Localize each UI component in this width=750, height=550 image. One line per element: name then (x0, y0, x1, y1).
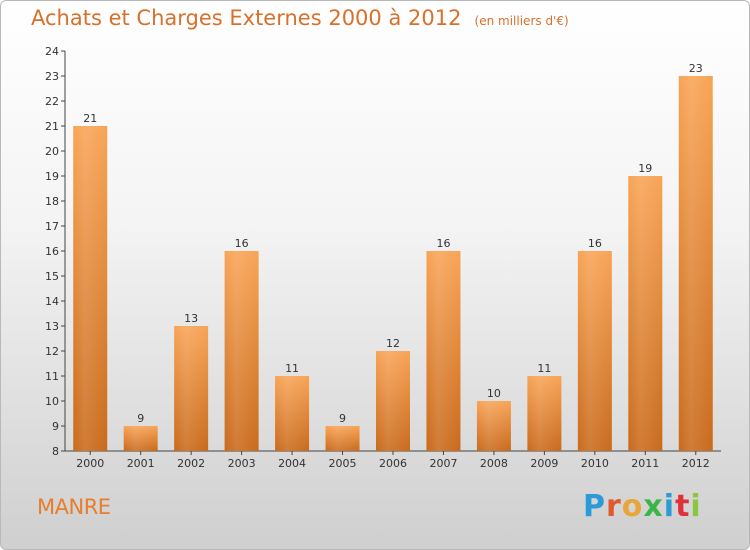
axes: 8 9 10 11 12 13 14 15 16 17 18 19 20 21 22 23 24 2000 2001… (45, 45, 721, 470)
x-tick-label: 2010 (581, 457, 609, 470)
bar-highlight (325, 426, 360, 451)
x-tick-label: 2000 (76, 457, 104, 470)
chart-subtitle: (en milliers d'€) (474, 14, 569, 28)
y-tick-label: 11 (45, 370, 59, 383)
brand-letter: o (621, 489, 644, 524)
y-tick-label: 17 (45, 220, 59, 233)
y-tick-label: 9 (52, 420, 59, 433)
brand-letter: x (643, 489, 664, 524)
bar-highlight (476, 401, 511, 451)
data-label: 11 (537, 362, 551, 375)
bar-highlight (426, 251, 461, 451)
data-label: 21 (83, 112, 97, 125)
x-tick-label: 2007 (429, 457, 457, 470)
bar-highlight (376, 351, 410, 451)
title-row: Achats et Charges Externes 2000 à 2012 (… (31, 6, 569, 30)
data-label: 10 (487, 387, 501, 400)
y-tick-label: 19 (45, 170, 59, 183)
y-tick-label: 14 (45, 295, 59, 308)
brand-letter: t (675, 489, 691, 524)
data-label: 16 (235, 237, 249, 250)
x-tick-label: 2011 (631, 457, 659, 470)
y-tick-label: 20 (45, 145, 59, 158)
bars (73, 76, 713, 451)
data-label: 9 (137, 412, 144, 425)
brand-letter: r (606, 489, 622, 524)
y-tick-label: 13 (45, 320, 59, 333)
bar-highlight (577, 251, 612, 451)
y-tick-label: 15 (45, 270, 59, 283)
y-tick-label: 22 (45, 95, 59, 108)
place-name: MANRE (37, 495, 111, 519)
chart-title: Achats et Charges Externes 2000 à 2012 (31, 6, 462, 30)
data-label: 16 (588, 237, 602, 250)
bar-highlight (275, 376, 310, 451)
y-tick-label: 21 (45, 120, 59, 133)
data-label: 12 (386, 337, 400, 350)
y-tick-label: 8 (52, 445, 59, 458)
data-label: 16 (436, 237, 450, 250)
bar-highlight (73, 126, 108, 451)
bar-highlight (123, 426, 158, 451)
y-tick-label: 16 (45, 245, 59, 258)
bar-highlight (174, 326, 209, 451)
data-label: 9 (339, 412, 346, 425)
y-tick-label: 23 (45, 70, 59, 83)
x-tick-label: 2002 (177, 457, 205, 470)
data-labels: 21 9 13 16 11 9 12 16 10 11 16 19 23 (83, 62, 703, 425)
x-tick-label: 2008 (480, 457, 508, 470)
y-tick-label: 10 (45, 395, 59, 408)
brand-letter: i (690, 489, 702, 524)
brand-letter: P (583, 489, 606, 524)
bar-highlight (224, 251, 259, 451)
data-label: 19 (638, 162, 652, 175)
brand-logo: Proxiti (583, 489, 702, 524)
data-label: 13 (184, 312, 198, 325)
y-tick-label: 18 (45, 195, 59, 208)
x-tick-label: 2006 (379, 457, 407, 470)
y-tick-label: 24 (45, 45, 59, 58)
bar-highlight (678, 76, 713, 451)
bar-highlight (527, 376, 562, 451)
y-tick-label: 12 (45, 345, 59, 358)
data-label: 23 (689, 62, 703, 75)
x-tick-label: 2005 (329, 457, 357, 470)
x-tick-label: 2001 (127, 457, 155, 470)
data-label: 11 (285, 362, 299, 375)
brand-letter: i (663, 489, 676, 524)
x-tick-label: 2003 (228, 457, 256, 470)
x-tick-label: 2009 (530, 457, 558, 470)
x-tick-label: 2004 (278, 457, 306, 470)
x-tick-label: 2012 (682, 457, 710, 470)
bar-highlight (628, 176, 663, 451)
